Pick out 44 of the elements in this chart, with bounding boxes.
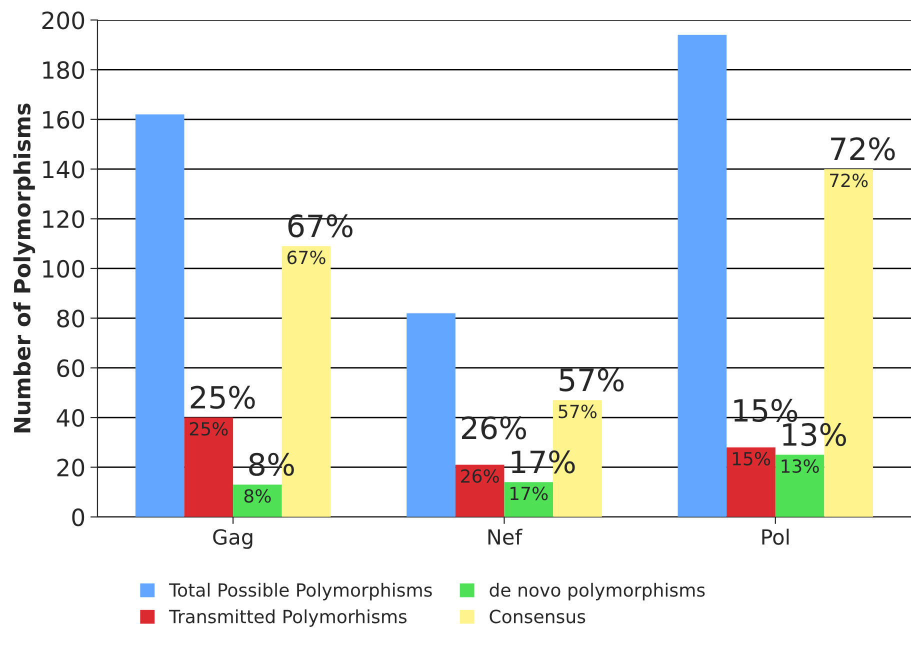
y-tick-label: 100 [43, 260, 84, 278]
annotation: 26% [462, 416, 526, 440]
annotation: 67% [287, 250, 326, 264]
y-tick-label: 200 [42, 11, 84, 30]
legend-label: de novo polymorphisms [490, 582, 705, 600]
annotation: 26% [461, 469, 499, 483]
annotation: 72% [831, 137, 895, 160]
bar [184, 418, 234, 517]
bar [678, 34, 727, 517]
y-tick-label: 0 [72, 508, 84, 526]
bar [455, 464, 504, 517]
y-tick-label: 180 [43, 61, 84, 80]
y-tick-label: 60 [57, 359, 84, 378]
x-tick-label: Gag [213, 529, 252, 549]
bar [406, 313, 456, 517]
annotation: 15% [732, 452, 770, 466]
annotation: 8% [244, 489, 271, 503]
legend-label: Consensus [490, 610, 586, 624]
annotation: 72% [830, 174, 868, 188]
annotation: 57% [558, 404, 597, 418]
annotation: 13% [782, 459, 819, 473]
y-axis-title: Number of Polymorphisms [13, 104, 36, 432]
annotation: 17% [510, 486, 548, 500]
x-tick-label: Pol [762, 528, 789, 545]
annotation: 25% [190, 422, 228, 436]
annotation: 57% [560, 368, 624, 392]
annotation: 67% [288, 214, 352, 238]
bar [233, 484, 282, 517]
bar [726, 447, 776, 517]
bar [775, 454, 824, 517]
annotation: 25% [190, 386, 255, 409]
y-tick-label: 80 [57, 310, 84, 328]
legend-label: Total Possible Polymorphisms [169, 582, 432, 600]
legend-label: Transmitted Polymorhisms [169, 609, 407, 627]
y-tick-label: 140 [43, 160, 84, 178]
y-tick-label: 40 [56, 408, 84, 427]
annotation: 13% [783, 423, 846, 446]
y-tick-label: 160 [43, 110, 84, 129]
bar [504, 482, 554, 517]
y-tick-label: 120 [43, 210, 84, 228]
x-tick-label: Nef [488, 528, 522, 545]
y-tick-label: 20 [57, 458, 84, 477]
bar [135, 114, 184, 517]
annotation: 15% [734, 398, 798, 422]
